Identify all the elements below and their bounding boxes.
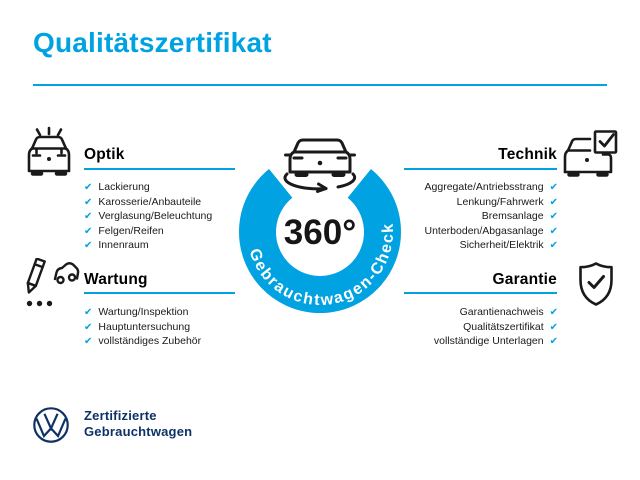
checklist-item-label: Unterboden/Abgasanlage [424, 224, 544, 237]
brand-claim-line2: Gebrauchtwagen [84, 423, 193, 439]
section-divider-garantie [404, 292, 557, 294]
checklist-item: Bremsanlage ✔ [425, 209, 558, 224]
checklist-item-label: Qualitätszertifikat [463, 320, 544, 333]
checklist-item: Unterboden/Abgasanlage ✔ [425, 224, 559, 239]
check-icon: ✔ [84, 240, 93, 252]
page-title: Qualitätszertifikat [33, 27, 272, 58]
checklist-item-label: Lackierung [98, 181, 150, 193]
optik-checklist: ✔ Lackierung ✔ Karosserie/Anbauteile ✔ Verg… [84, 180, 212, 253]
checklist-item-label: Wartung/Inspektion [98, 306, 189, 318]
check-icon: ✔ [549, 196, 558, 208]
check-icon: ✔ [549, 321, 558, 333]
checklist-item: ✔ Innenraum [84, 238, 212, 253]
section-title-optik: Optik [84, 146, 125, 163]
checklist-item: ✔ Lackierung [84, 180, 212, 195]
garantie-checklist: Garantienachweis ✔ Qualitätszertifikat ✔ v… [434, 305, 558, 349]
checklist-item-label: Lenkung/Fahrwerk [456, 195, 544, 208]
check-icon: ✔ [549, 225, 558, 237]
car-checkbox-icon [562, 130, 618, 180]
checklist-item: ✔ vollständiges Zubehör [84, 334, 201, 349]
check-icon: ✔ [84, 211, 93, 223]
checklist-item: Sicherheit/Elektrik ✔ [425, 238, 558, 253]
checklist-item: ✔ Karosserie/Anbauteile [84, 195, 212, 210]
checklist-item-label: vollständiges Zubehör [98, 335, 202, 348]
service-checklist-icon [22, 258, 80, 308]
check-icon: ✔ [549, 182, 558, 193]
checklist-item-label: Karosserie/Anbauteile [98, 195, 202, 208]
checklist-item-label: Aggregate/Antriebsstrang [424, 181, 544, 193]
360-degree-label: 360° [284, 213, 356, 252]
check-icon: ✔ [84, 321, 93, 333]
check-icon: ✔ [84, 196, 93, 208]
checklist-item-label: Verglasung/Beleuchtung [98, 210, 213, 223]
technik-checklist: Aggregate/Antriebsstrang ✔ Lenkung/Fahrwe… [425, 180, 559, 253]
check-icon: ✔ [549, 240, 558, 252]
title-divider [33, 84, 607, 86]
check-icon: ✔ [549, 211, 558, 223]
vw-logo [32, 406, 70, 444]
checklist-item: ✔ Wartung/Inspektion [84, 305, 201, 320]
checklist-item: Aggregate/Antriebsstrang ✔ [424, 180, 558, 195]
section-divider-technik [404, 168, 557, 170]
rotating-car-icon [283, 138, 357, 193]
check-icon: ✔ [84, 225, 93, 237]
checklist-item-label: Sicherheit/Elektrik [459, 239, 544, 252]
checklist-item-label: Hauptuntersuchung [98, 320, 191, 333]
check-icon: ✔ [84, 307, 93, 318]
section-title-wartung: Wartung [84, 271, 148, 288]
360-check-badge: Gebrauchtwagen-Check 360° [230, 122, 410, 327]
checklist-item: Qualitätszertifikat ✔ [434, 320, 558, 335]
section-title-garantie: Garantie [492, 271, 557, 288]
checklist-item-label: Felgen/Reifen [98, 224, 164, 237]
brand-claim-line1: Zertifizierte [84, 408, 157, 423]
checklist-item-label: Garantienachweis [459, 306, 544, 318]
checklist-item: ✔ Felgen/Reifen [84, 224, 212, 239]
check-icon: ✔ [84, 336, 93, 348]
brand-claim: Zertifizierte Gebrauchtwagen [84, 408, 192, 439]
check-icon: ✔ [549, 336, 558, 348]
checklist-item: vollständige Unterlagen ✔ [434, 334, 558, 349]
check-icon: ✔ [84, 182, 93, 193]
ring-shape [239, 169, 401, 313]
check-icon: ✔ [549, 307, 558, 318]
checklist-item: ✔ Hauptuntersuchung [84, 320, 201, 335]
checklist-item-label: vollständige Unterlagen [433, 335, 544, 348]
checklist-item: ✔ Verglasung/Beleuchtung [84, 209, 212, 224]
checklist-item: Garantienachweis ✔ [434, 305, 558, 320]
section-divider-wartung [84, 292, 235, 294]
checklist-item-label: Innenraum [98, 239, 149, 252]
checklist-item: Lenkung/Fahrwerk ✔ [425, 195, 558, 210]
shield-check-icon [576, 261, 616, 307]
section-title-technik: Technik [498, 146, 557, 163]
checklist-item-label: Bremsanlage [481, 210, 544, 223]
wartung-checklist: ✔ Wartung/Inspektion ✔ Hauptuntersuchung ✔… [84, 305, 201, 349]
section-divider-optik [84, 168, 235, 170]
car-shine-icon [24, 126, 74, 180]
